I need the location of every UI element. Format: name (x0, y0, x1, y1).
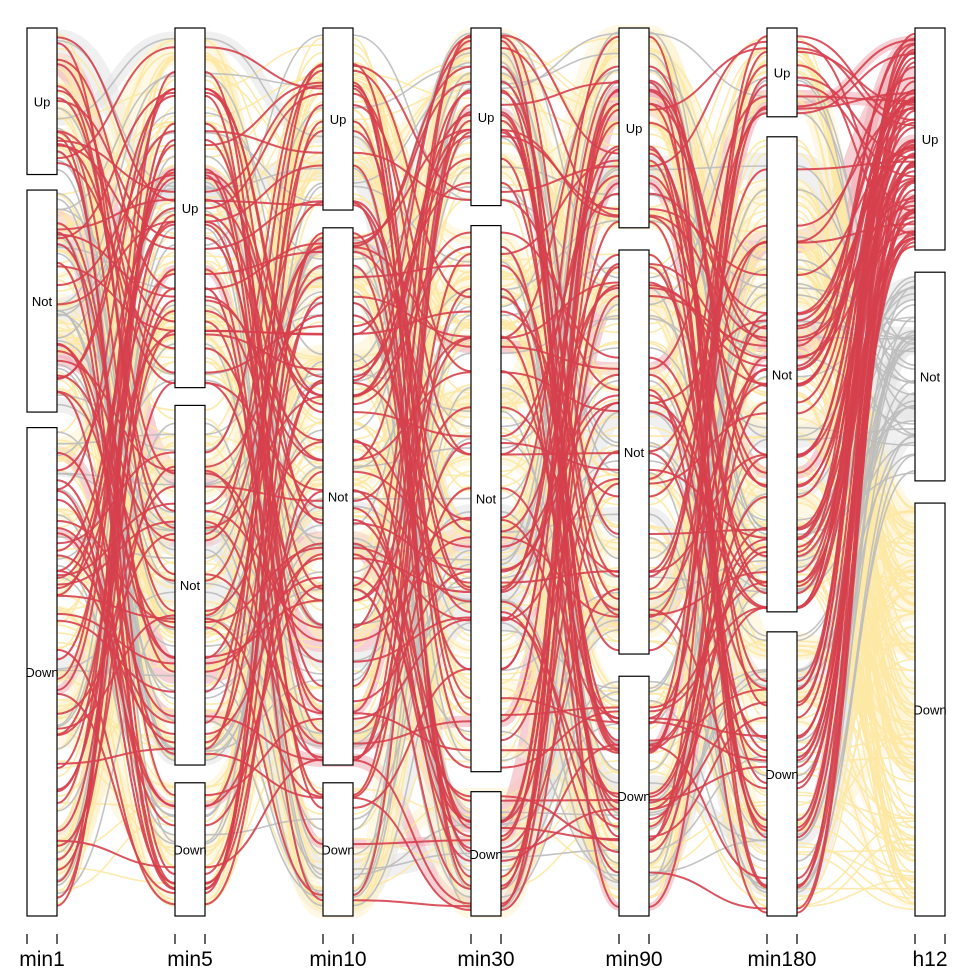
flow-line (56, 107, 916, 690)
stratum-label: Down (913, 703, 946, 718)
flow-line (56, 165, 916, 735)
flows-layer (53, 24, 918, 919)
stratum-box (618, 249, 650, 655)
flow-line (56, 151, 916, 749)
stratum-label: Down (173, 842, 206, 857)
stratum-label: Down (765, 767, 798, 782)
stratum-label: Down (25, 665, 58, 680)
flow-line (56, 70, 916, 683)
stratum-label: Not (32, 294, 53, 309)
stratum-label: Up (922, 132, 939, 147)
axis-tick-label: min5 (167, 948, 213, 971)
flow-line (56, 160, 916, 910)
axis-tick-label: min10 (309, 948, 366, 971)
stratum-box (470, 791, 502, 917)
stratum-label: Up (774, 65, 791, 80)
stratum-label: Not (328, 489, 349, 504)
flow-line (56, 76, 916, 842)
flow-line (56, 42, 916, 752)
stratum-box (766, 27, 798, 118)
flow-line (56, 44, 916, 654)
flow-line (56, 88, 916, 869)
stratum-box (914, 271, 946, 482)
flow-line (56, 37, 916, 533)
stratum-box (470, 224, 502, 773)
stratum-box (322, 227, 354, 766)
flow-line (56, 65, 916, 880)
flow-line (56, 188, 916, 838)
stratum-box (322, 27, 354, 211)
flow-line (56, 85, 916, 529)
stratum-label: Down (469, 847, 502, 862)
flow-line (56, 248, 916, 837)
strata-layer: Up Not Down Up Not Down Up Not Down Up Not Down Up No… (25, 27, 947, 917)
stratum-label: Up (330, 112, 347, 127)
flow-line (56, 107, 916, 861)
stratum-label: Down (617, 789, 650, 804)
stratum-box (470, 27, 502, 207)
axis-tick-label: h12 (912, 948, 947, 971)
flow-line (56, 69, 916, 790)
stratum-box (618, 675, 650, 917)
flow-line (56, 164, 916, 853)
stratum-label: Up (34, 94, 51, 109)
x-axis: min1 min5 min10 min30 min90 min180 h12 (19, 934, 948, 971)
flow-line (56, 121, 916, 874)
stratum-label: Not (180, 578, 201, 593)
stratum-box (26, 427, 58, 917)
stratum-label: Up (626, 121, 643, 136)
stratum-box (26, 27, 58, 176)
stratum-label: Not (476, 492, 497, 507)
stratum-label: Not (772, 367, 793, 382)
stratum-box (618, 27, 650, 229)
stratum-box (174, 782, 206, 917)
flow-line (56, 37, 916, 639)
flow-line (56, 108, 916, 898)
stratum-label: Not (920, 370, 941, 385)
flow-line (56, 183, 916, 768)
flow-line (56, 109, 916, 829)
axis-tick-label: min90 (605, 948, 662, 971)
stratum-box (766, 136, 798, 613)
stratum-box (322, 782, 354, 917)
axis-tick-label: min30 (457, 948, 514, 971)
axis-tick-label: min1 (19, 948, 65, 971)
stratum-box (174, 27, 206, 389)
flow-line (56, 102, 916, 822)
flow-line (56, 65, 916, 907)
stratum-label: Up (182, 201, 199, 216)
flow-line (56, 194, 916, 853)
flow-line (56, 35, 916, 887)
stratum-box (26, 189, 58, 413)
stratum-label: Down (321, 842, 354, 857)
flow-line (56, 88, 916, 908)
stratum-box (174, 404, 206, 766)
axis-tick-label: min180 (748, 948, 817, 971)
stratum-label: Not (624, 445, 645, 460)
stratum-box (914, 27, 946, 251)
stratum-box (914, 502, 946, 917)
stratum-box (766, 631, 798, 917)
stratum-label: Up (478, 110, 495, 125)
flow-line (56, 164, 916, 842)
